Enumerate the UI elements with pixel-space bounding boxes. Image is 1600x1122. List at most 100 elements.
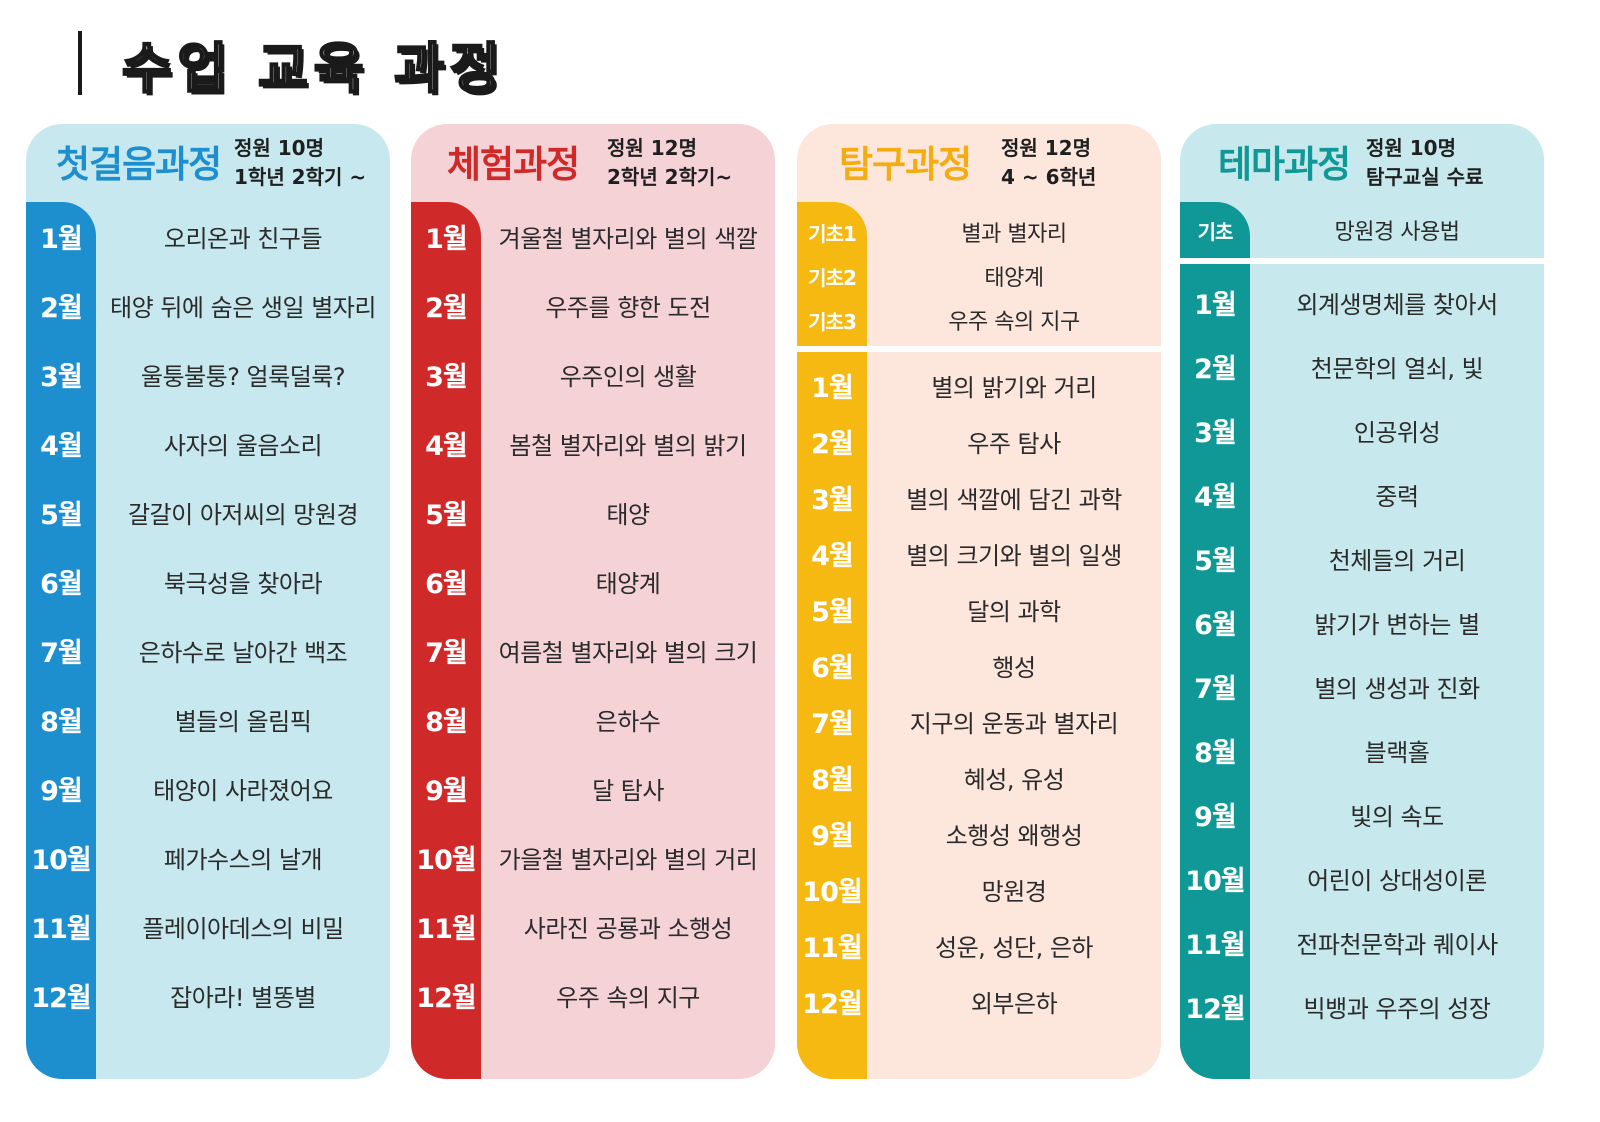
month-topic: 별의 크기와 별의 일생 [906,541,1122,570]
month-topic: 행성 [992,653,1036,682]
month-topic: 여름철 별자리와 별의 크기 [498,639,758,667]
month-row: 2월 천문학의 열쇠, 빛 [1180,334,1544,398]
month-row: 12월 우주 속의 지구 [411,961,775,1030]
month-label: 2월 [40,293,83,324]
month-label: 11월 [31,914,91,945]
month-topic: 사라진 공룡과 소행성 [523,915,733,943]
month-topic: 오리온과 친구들 [163,225,323,253]
month-row: 5월 천체들의 거리 [1180,526,1544,590]
basic-topic: 우주 속의 지구 [948,310,1080,335]
month-label: 6월 [425,569,468,600]
month-label: 9월 [40,776,83,807]
month-strip-lower [1180,264,1250,1079]
page-title: 수업 교육 과정 [121,35,506,101]
month-row: 11월 플레이아데스의 비밀 [26,892,390,961]
course-card-theme: 테마과정 정원 10명 탐구교실 수료 기초 망원경 사용법 1월 외계생명체를 찾아… [1180,124,1544,1079]
month-topic: 태양이 사라졌어요 [153,777,333,805]
month-label: 9월 [811,820,854,852]
course-name: 테마과정 [1218,143,1351,186]
month-label: 2월 [425,293,468,324]
month-label: 12월 [416,983,476,1014]
month-label: 11월 [1185,929,1245,961]
month-label: 4월 [40,431,83,462]
month-row: 2월 우주 탐사 [797,413,1161,469]
month-topic: 은하수 [595,708,661,736]
course-header: 탐구과정 정원 12명 4 ~ 6학년 [797,124,1161,205]
month-row: 7월 여름철 별자리와 별의 크기 [411,616,775,685]
basic-topic: 별과 별자리 [961,222,1067,247]
month-label: 3월 [40,362,83,393]
month-row: 6월 태양계 [411,547,775,616]
month-label: 5월 [425,500,468,531]
month-row: 4월 중력 [1180,462,1544,526]
month-topic: 혜성, 유성 [963,765,1065,794]
month-row: 7월 별의 생성과 진화 [1180,654,1544,718]
month-label: 8월 [811,764,854,796]
month-label: 1월 [40,224,83,255]
course-eligibility: 탐구교실 수료 [1366,165,1484,189]
course-eligibility: 4 ~ 6학년 [1001,165,1097,189]
month-label: 3월 [425,362,468,393]
month-topic: 플레이아데스의 비밀 [142,915,344,943]
month-label: 12월 [1185,993,1245,1025]
basic-label: 기초 [1197,219,1234,244]
month-row: 6월 행성 [797,637,1161,693]
basic-row: 기초2 태양계 [797,254,1161,298]
course-capacity: 정원 10명 [234,136,324,160]
course-card-first-steps: 첫걸음과정 정원 10명 1학년 2학기 ~ 1월 오리온과 친구들 2월 태양 뒤에… [26,124,390,1079]
month-label: 5월 [1194,545,1237,577]
course-eligibility: 1학년 2학기 ~ [234,165,367,189]
month-row: 2월 태양 뒤에 숨은 생일 별자리 [26,271,390,340]
month-row: 12월 빅뱅과 우주의 성장 [1180,974,1544,1038]
page-title-block: 수업 교육 과정 [78,28,506,101]
month-strip [411,202,481,1079]
basic-topic: 태양계 [984,266,1044,291]
month-topic: 달 탐사 [592,777,664,805]
month-topic: 외계생명체를 찾아서 [1296,290,1498,319]
course-info: 정원 10명 1학년 2학기 ~ [234,134,366,192]
topic-area [96,202,390,1079]
month-topic: 우주 속의 지구 [556,984,700,1012]
course-info: 정원 12명 2학년 2학기~ [607,134,732,192]
month-topic: 어린이 상대성이론 [1307,866,1487,895]
section-divider [797,346,1161,352]
month-label: 7월 [40,638,83,669]
month-topic: 빅뱅과 우주의 성장 [1303,994,1491,1023]
month-label: 7월 [811,708,854,740]
month-row: 9월 달 탐사 [411,754,775,823]
month-row: 7월 지구의 운동과 별자리 [797,693,1161,749]
month-topic: 망원경 [981,877,1047,906]
month-label: 4월 [811,540,854,572]
month-row: 8월 블랙홀 [1180,718,1544,782]
section-divider [1180,258,1544,264]
month-topic: 별의 생성과 진화 [1314,674,1480,703]
month-row: 5월 태양 [411,478,775,547]
month-label: 8월 [40,707,83,738]
month-topic: 중력 [1375,482,1419,511]
month-topic: 별들의 올림픽 [174,708,312,736]
month-row: 8월 은하수 [411,685,775,754]
month-topic: 별의 밝기와 거리 [931,373,1097,402]
topic-area [1250,202,1544,1079]
month-label: 3월 [811,484,854,516]
month-topic: 사자의 울음소리 [163,432,323,460]
month-row: 1월 외계생명체를 찾아서 [1180,270,1544,334]
month-label: 2월 [1194,353,1237,385]
month-label: 11월 [802,932,862,964]
month-strip-lower [797,352,867,1079]
month-topic: 빛의 속도 [1350,802,1444,831]
course-card-inquiry: 탐구과정 정원 12명 4 ~ 6학년 기초1 별과 별자리 기초2 태양계 기초3 우주… [797,124,1161,1079]
month-topic: 태양 [606,501,650,529]
month-topic: 가을철 별자리와 별의 거리 [498,846,758,874]
month-label: 11월 [416,914,476,945]
month-label: 9월 [425,776,468,807]
month-row: 11월 성운, 성단, 은하 [797,917,1161,973]
month-label: 8월 [425,707,468,738]
month-row: 10월 페가수스의 날개 [26,823,390,892]
month-row: 2월 우주를 향한 도전 [411,271,775,340]
month-topic: 북극성을 찾아라 [163,570,323,598]
course-info: 정원 12명 4 ~ 6학년 [1001,134,1096,192]
month-row: 10월 망원경 [797,861,1161,917]
month-row: 11월 전파천문학과 퀘이사 [1180,910,1544,974]
month-label: 5월 [40,500,83,531]
